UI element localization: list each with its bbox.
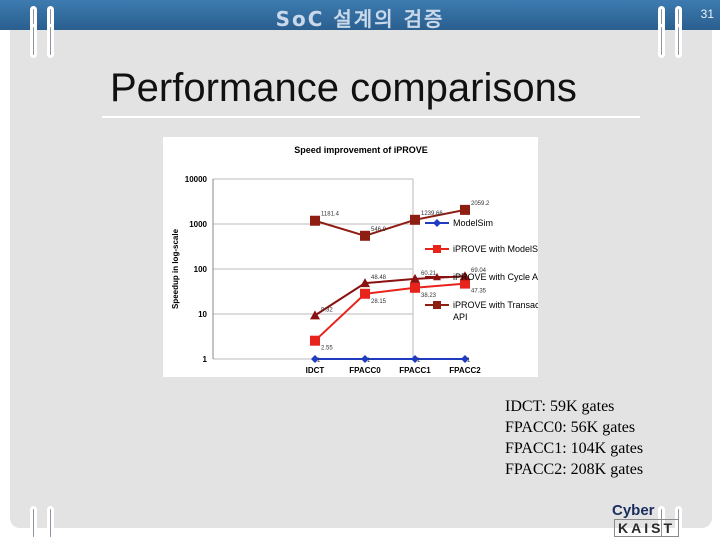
binder-ring-icon	[658, 506, 665, 540]
data-point	[310, 310, 320, 320]
data-label: 38.23	[421, 293, 437, 299]
data-point	[310, 335, 320, 346]
legend-label: iPROVE with Transaction	[453, 300, 538, 310]
data-point	[311, 355, 319, 363]
header-bar: SoC 설계의 검증 31	[0, 0, 720, 31]
y-tick-label: 100	[194, 265, 208, 274]
x-tick-label: FPACC0	[349, 366, 381, 375]
data-label: 47.35	[471, 289, 487, 295]
legend-label: API	[453, 312, 468, 322]
data-label: 28.15	[371, 299, 387, 305]
data-point	[361, 355, 369, 363]
binder-ring-icon	[47, 506, 54, 540]
data-point	[310, 215, 320, 226]
binder-ring-icon	[30, 506, 37, 540]
legend-label: ModelSim	[453, 218, 493, 228]
note-line: IDCT: 59K gates	[505, 398, 615, 415]
data-point	[460, 204, 470, 215]
x-tick-label: FPACC2	[449, 366, 481, 375]
logo-kaist: KAIST	[614, 519, 679, 537]
data-label: 69.04	[471, 268, 487, 274]
y-tick-label: 10	[198, 310, 207, 319]
title-underline	[102, 116, 640, 118]
data-point	[460, 278, 470, 289]
y-tick-label: 1	[203, 355, 208, 364]
data-point	[411, 355, 419, 363]
data-point	[461, 355, 469, 363]
y-tick-label: 10000	[185, 175, 208, 184]
data-label: 2059.2	[471, 201, 490, 207]
data-label: 546.9	[371, 227, 387, 233]
gate-count-notes: IDCT: 59K gates FPACC0: 56K gates FPACC1…	[505, 396, 643, 480]
legend-marker	[433, 273, 441, 281]
cyber-kaist-logo: CyberKAIST	[612, 502, 720, 537]
note-line: FPACC1: 104K gates	[505, 440, 644, 457]
data-label: 48.48	[371, 275, 387, 281]
binder-ring-icon	[30, 24, 37, 58]
slide-number: 31	[700, 7, 714, 21]
page-title: Performance comparisons	[110, 66, 577, 110]
data-point	[410, 214, 420, 225]
y-axis-label: Speedup in log-scale	[171, 228, 180, 309]
data-label: 2.55	[321, 346, 333, 352]
binder-ring-icon	[675, 24, 682, 58]
legend-marker	[433, 245, 441, 253]
data-point	[410, 282, 420, 293]
binder-ring-icon	[47, 24, 54, 58]
logo-text: Cyber	[612, 502, 655, 519]
legend-label: iPROVE with Cycle API	[453, 272, 538, 282]
y-tick-label: 1000	[189, 220, 207, 229]
data-label: 1	[417, 358, 421, 364]
x-tick-label: FPACC1	[399, 366, 431, 375]
header-title: SoC 설계의 검증	[275, 7, 445, 31]
data-point	[460, 271, 470, 281]
x-tick-label: IDCT	[306, 366, 325, 375]
legend-marker	[433, 301, 441, 309]
data-point	[360, 230, 370, 241]
speedup-chart: Speed improvement of iPROVE Speedup in lo…	[171, 145, 554, 375]
data-point	[410, 273, 420, 283]
legend-marker	[433, 219, 441, 227]
data-label: 1239.66	[421, 211, 443, 217]
data-label: 1181.4	[321, 212, 340, 218]
note-line: FPACC0: 56K gates	[505, 419, 636, 436]
data-point	[360, 288, 370, 299]
chart-title: Speed improvement of iPROVE	[294, 145, 428, 155]
chart-container: Speed improvement of iPROVE Speedup in lo…	[163, 137, 554, 377]
legend-label: iPROVE with ModelSim	[453, 244, 538, 254]
data-label: 9.32	[321, 307, 333, 313]
note-line: FPACC2: 208K gates	[505, 461, 644, 478]
series-line-2	[314, 275, 466, 317]
series-line-1	[314, 282, 466, 342]
data-label: 1	[317, 358, 321, 364]
data-label: 1	[467, 358, 471, 364]
data-point	[360, 278, 370, 288]
binder-ring-icon	[658, 24, 665, 58]
data-label: 60.21	[421, 271, 437, 277]
series-line-3	[314, 208, 466, 237]
data-label: 1	[367, 358, 371, 364]
